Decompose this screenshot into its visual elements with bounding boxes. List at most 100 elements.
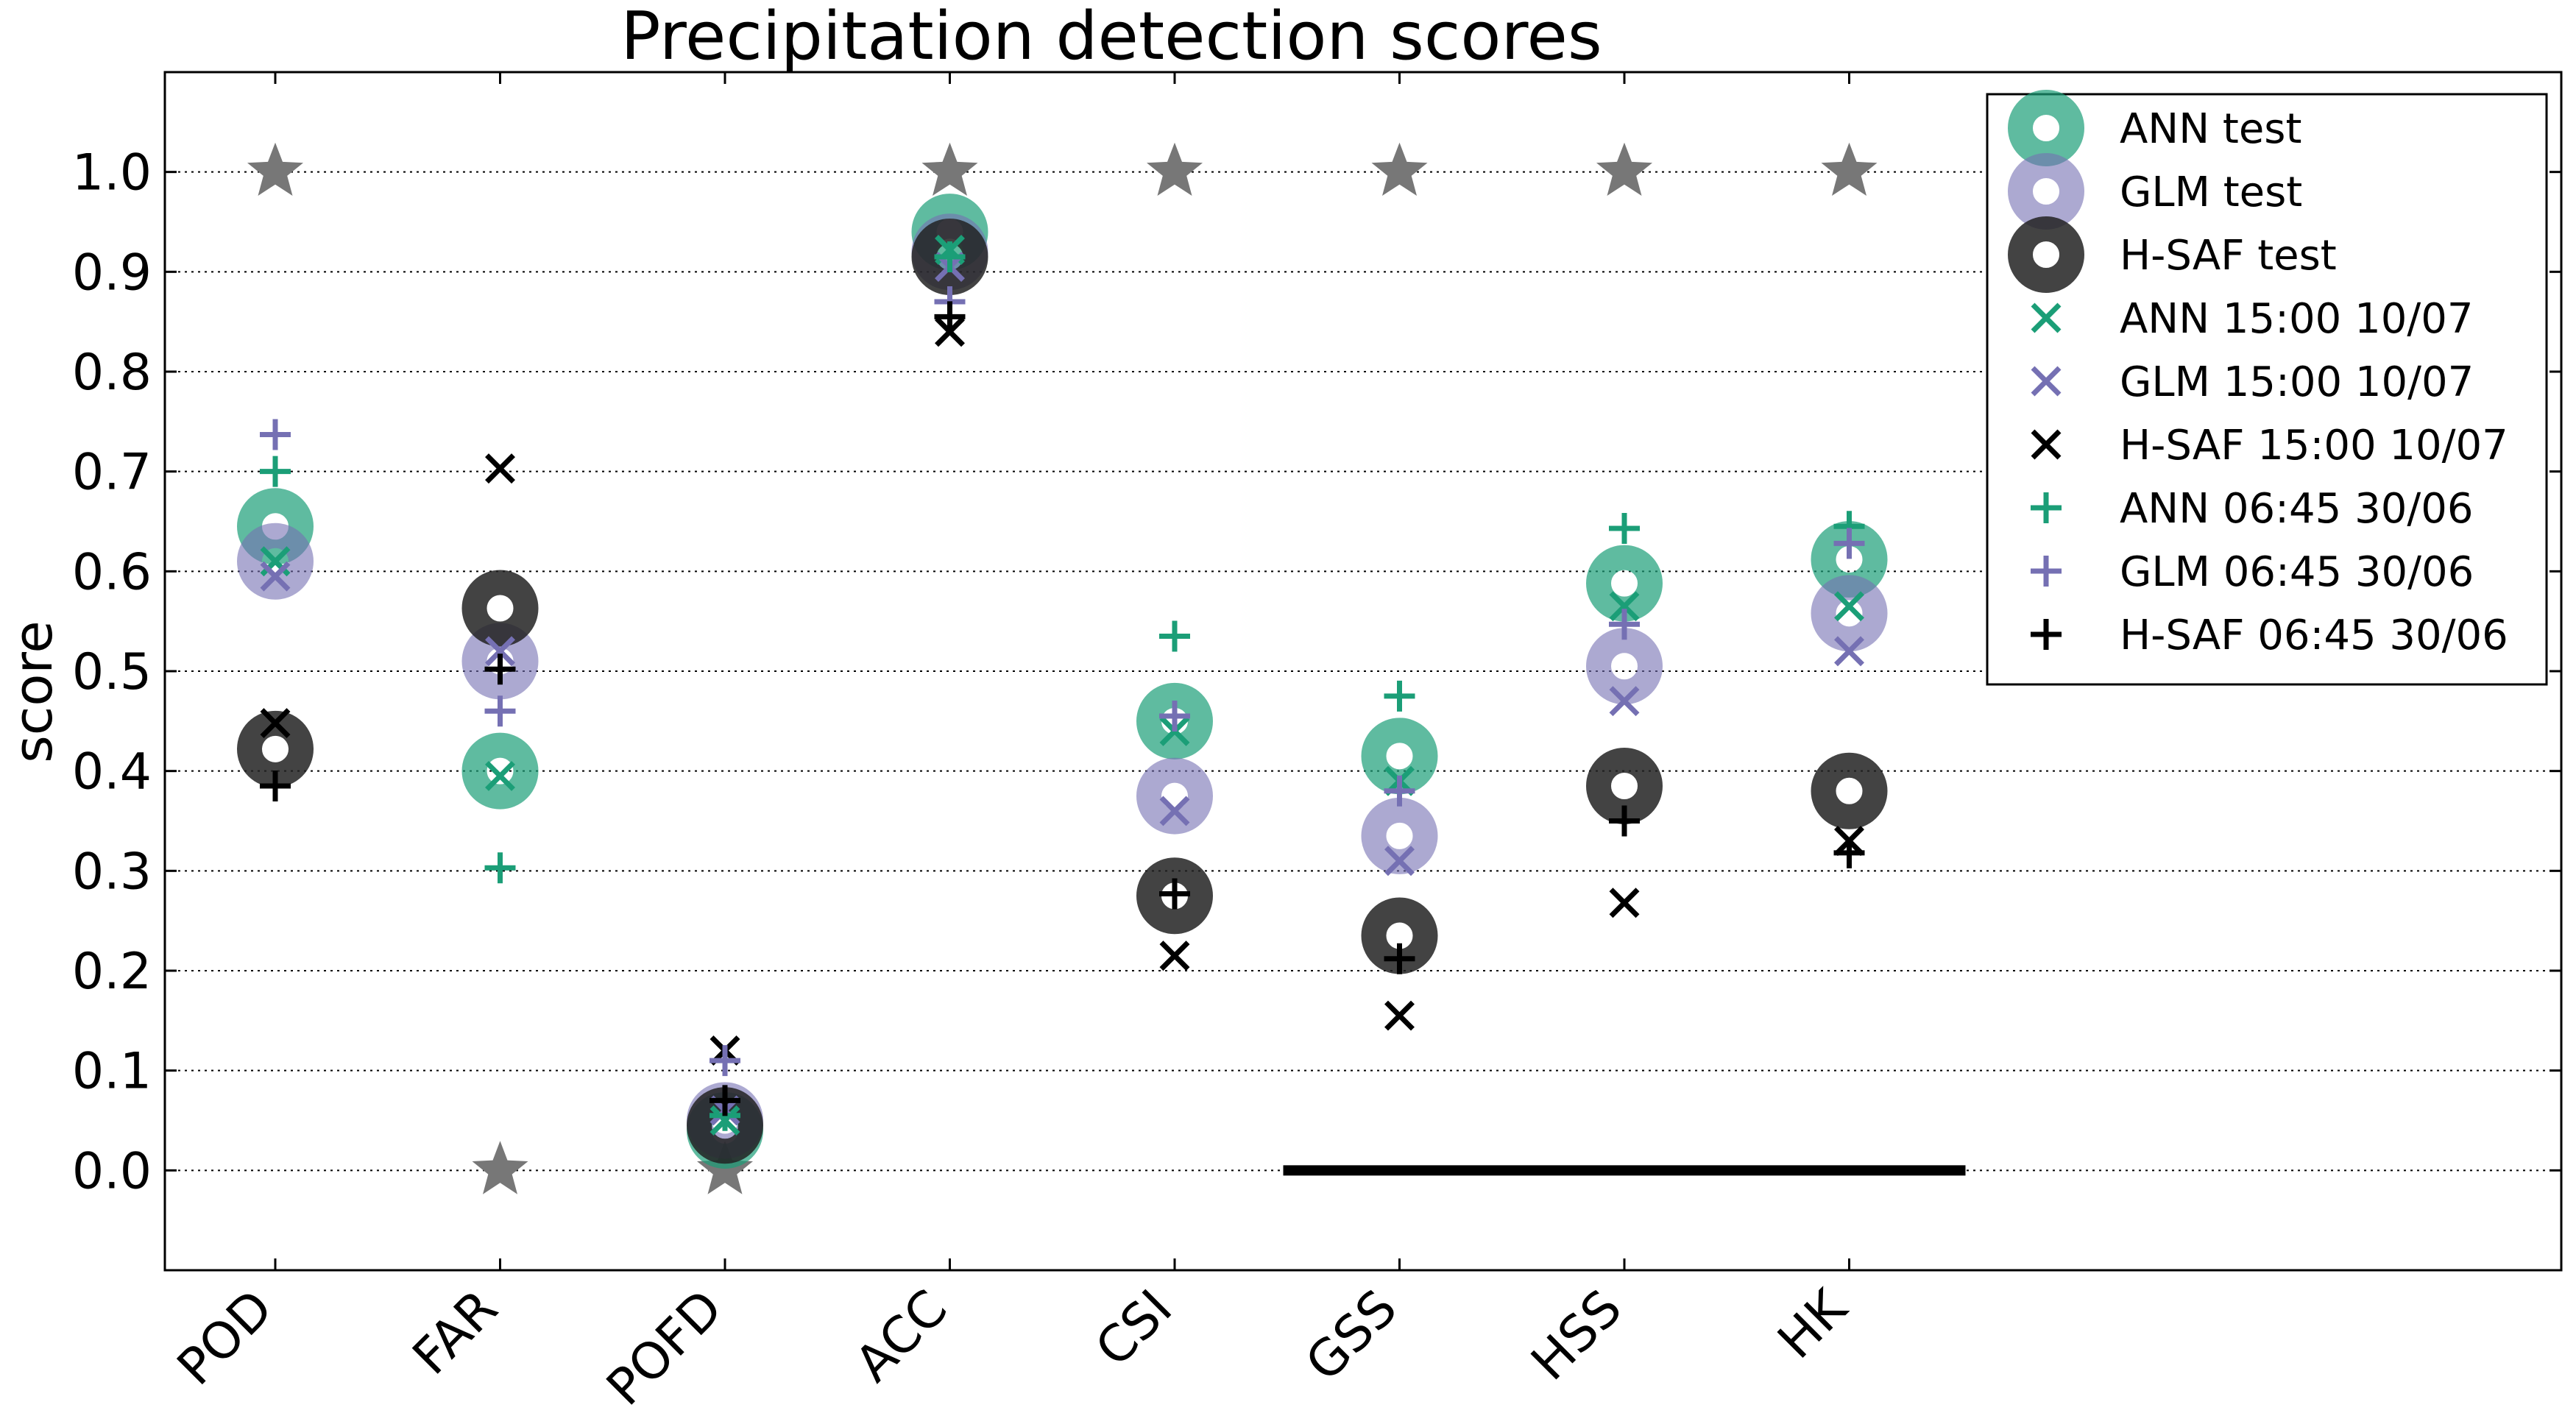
cross-stroke [1159, 796, 1190, 826]
x-axis-ticks: POD FAR POFD ACC CSI GSS HSS HK [166, 72, 1859, 1413]
x-tick-label-csi: CSI [1085, 1279, 1183, 1378]
cross-stroke [1609, 686, 1640, 717]
point-glm-test-csi [1136, 757, 1213, 835]
y-tick-label: 0.4 [72, 743, 152, 801]
point-h-saf-15-00-10-07-pod [260, 708, 291, 739]
legend: ANN test GLM test H-SAF test ANN 15:00 10/0… [1986, 90, 2548, 686]
point-h-saf-06-45-30-06-pofd [710, 1085, 740, 1116]
x-tick-label-pod: POD [166, 1279, 284, 1397]
point-h-saf-06-45-30-06-gss [1384, 943, 1415, 974]
legend-marker-h-saf-15-00-10-07 [2031, 429, 2062, 460]
point-glm-15-00-10-07-gss [1384, 846, 1415, 877]
star-marker-hk [1821, 142, 1878, 196]
legend-marker-ann-15-00-10-07 [2031, 302, 2062, 333]
legend-box [1986, 93, 2548, 686]
point-ann-15-00-10-07-hk [1834, 591, 1864, 622]
y-tick-label: 0.8 [72, 344, 152, 402]
legend-label-glm-test: GLM test [2120, 169, 2302, 216]
point-ann-06-45-30-06-pod [260, 456, 291, 487]
y-tick-label: 0.9 [72, 244, 152, 302]
legend-label-ann-test: ANN test [2120, 105, 2301, 153]
x-tick-label-hk: HK [1767, 1278, 1859, 1370]
x-tick-label-hss: HSS [1521, 1279, 1633, 1392]
test-rings [237, 194, 1888, 1169]
x-tick-label-far: FAR [402, 1279, 509, 1386]
cross-stroke [485, 453, 515, 484]
point-h-saf-test-pod [237, 710, 314, 787]
point-glm-06-45-30-06-pofd [710, 1045, 740, 1077]
legend-label-h-saf-test: H-SAF test [2120, 232, 2337, 280]
point-glm-test-pod [237, 523, 314, 600]
cross-stroke [260, 561, 291, 592]
y-tick-label: 0.5 [72, 643, 152, 701]
point-ann-06-45-30-06-hss [1609, 512, 1640, 544]
y-tick-label: 0.6 [72, 543, 152, 601]
point-h-saf-test-acc [911, 218, 988, 295]
point-h-saf-06-45-30-06-acc [934, 301, 966, 333]
point-glm-06-45-30-06-hk [1833, 528, 1865, 559]
point-glm-test-gss [1361, 797, 1438, 874]
y-tick-label: 0.7 [72, 444, 152, 502]
y-tick-label: 1.0 [72, 144, 152, 202]
point-glm-test-hss [1586, 628, 1663, 705]
legend-marker-glm-15-00-10-07 [2031, 366, 2062, 397]
point-ann-test-gss [1361, 718, 1438, 795]
point-h-saf-15-00-10-07-far [485, 453, 515, 484]
point-h-saf-test-csi [1136, 857, 1213, 935]
legend-label-ann-06-45-30-06: ANN 06:45 30/06 [2120, 485, 2473, 533]
legend-label-ann-15-00-10-07: ANN 15:00 10/07 [2120, 295, 2473, 343]
cross-stroke [1384, 1000, 1415, 1031]
point-h-saf-test-far [461, 570, 539, 647]
chart-title: Precipitation detection scores [620, 0, 1602, 75]
point-h-saf-06-45-30-06-csi [1159, 878, 1190, 910]
point-h-saf-15-00-10-07-hss [1609, 888, 1640, 918]
cross-stroke [1834, 636, 1864, 667]
point-h-saf-06-45-30-06-hss [1609, 805, 1640, 837]
cross-stroke [2031, 366, 2062, 397]
y-axis-ticks: 0.0 0.1 0.2 0.3 0.4 0.5 0.6 0.7 0.8 0.9 1.0 [72, 144, 2561, 1200]
legend-marker-ann-06-45-30-06 [2031, 492, 2062, 523]
cross-stroke [1609, 591, 1640, 622]
legend-label-h-saf-06-45-30-06: H-SAF 06:45 30/06 [2120, 612, 2508, 659]
legend-label-glm-06-45-30-06: GLM 06:45 30/06 [2120, 548, 2474, 596]
point-h-saf-06-45-30-06-far [484, 654, 516, 685]
cross-stroke [2031, 429, 2062, 460]
y-tick-label: 0.2 [72, 943, 152, 1001]
point-ann-06-45-30-06-gss [1384, 680, 1415, 712]
point-glm-06-45-30-06-csi [1159, 701, 1190, 732]
point-glm-06-45-30-06-gss [1384, 775, 1415, 807]
point-h-saf-15-00-10-07-gss [1384, 1000, 1415, 1031]
star-marker-gss [1371, 142, 1428, 196]
point-ann-06-45-30-06-acc [934, 241, 966, 272]
y-tick-label: 0.0 [72, 1142, 152, 1200]
star-marker-hss [1596, 142, 1652, 196]
legend-marker-glm-06-45-30-06 [2031, 556, 2062, 587]
cross-stroke [485, 760, 515, 791]
point-glm-15-00-10-07-pod [260, 561, 291, 592]
point-h-saf-06-45-30-06-pod [260, 771, 291, 802]
point-ann-15-00-10-07-far [485, 760, 515, 791]
star-marker-csi [1147, 142, 1203, 196]
point-ann-06-45-30-06-csi [1159, 620, 1190, 652]
point-glm-15-00-10-07-hss [1609, 686, 1640, 717]
x-tick-label-gss: GSS [1295, 1279, 1408, 1392]
point-h-saf-test-hss [1586, 748, 1663, 825]
star-marker-acc [921, 142, 978, 196]
point-glm-15-00-10-07-far [485, 636, 515, 667]
y-tick-label: 0.1 [72, 1043, 152, 1101]
y-tick-label: 0.3 [72, 843, 152, 901]
point-ann-test-hss [1586, 545, 1663, 622]
x-tick-label-acc: ACC [844, 1279, 958, 1393]
point-h-saf-test-hk [1811, 752, 1888, 829]
x-tick-label-pofd: POFD [596, 1279, 734, 1413]
cross-stroke [2031, 302, 2062, 333]
point-glm-15-00-10-07-hk [1834, 636, 1864, 667]
legend-label-h-saf-15-00-10-07: H-SAF 15:00 10/07 [2120, 422, 2508, 470]
point-ann-15-00-10-07-hss [1609, 591, 1640, 622]
plus-markers [260, 241, 1865, 1131]
gridlines [165, 171, 2561, 1172]
legend-label-glm-15-00-10-07: GLM 15:00 10/07 [2120, 358, 2474, 406]
cross-stroke [1609, 888, 1640, 918]
legend-marker-h-saf-test [2008, 216, 2084, 293]
